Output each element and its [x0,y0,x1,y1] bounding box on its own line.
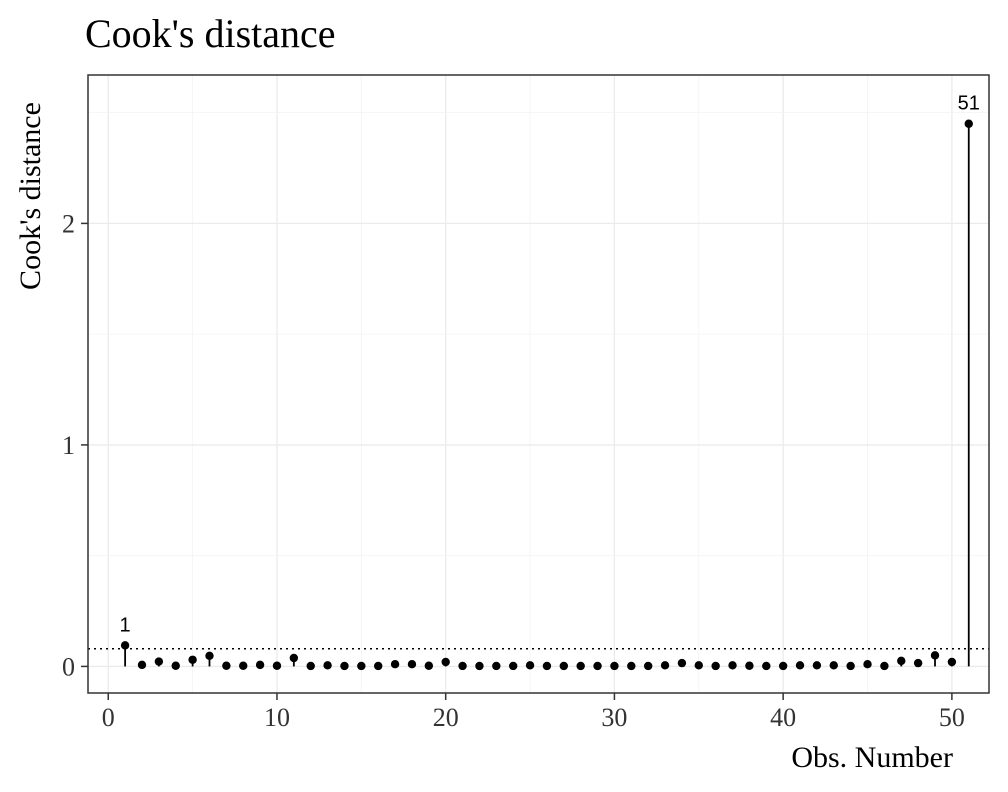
data-point [913,658,923,668]
data-point [508,661,518,671]
data-point [239,661,248,670]
data-point [593,661,602,671]
data-point [660,661,670,670]
data-point [610,661,619,671]
data-point [677,658,687,668]
data-point [492,661,501,671]
data-point [374,661,383,671]
data-point [778,661,788,671]
data-point [897,656,906,666]
plot-panel-border [87,74,990,694]
data-point [357,661,366,671]
x-tick-label: 30 [601,703,627,732]
data-point [222,661,231,670]
data-point [795,661,805,670]
y-tick-label: 1 [62,431,75,460]
data-point [289,653,299,663]
grid [88,75,989,693]
data-point [880,661,889,671]
data-point [188,655,197,664]
data-point [458,661,467,671]
data-point [390,660,400,669]
data-point [559,661,569,671]
data-point [762,661,771,671]
data-point [205,651,214,660]
data-point [930,651,940,660]
point-label: 1 [120,614,131,636]
x-tick-label: 0 [102,703,115,732]
y-tick-label: 0 [62,652,75,681]
data-point [728,661,737,670]
axis-ticks: 0 10 20 30 40 50 0 1 2 [62,209,965,732]
point-label: 51 [958,93,980,115]
data-point [171,661,180,670]
y-axis-label: Cook's distance [14,102,47,290]
data-point [694,661,703,670]
data-point [829,661,838,670]
data-point [542,661,552,671]
data-point [711,661,720,671]
x-tick-label: 50 [939,703,965,732]
data-point [323,661,332,670]
data-point [947,657,957,667]
data-point [576,661,585,671]
data-point [627,661,636,671]
data-point [525,661,535,670]
y-tick-label: 2 [62,209,75,238]
data-point [863,660,872,669]
chart-title: Cook's distance [85,11,336,56]
data-point [643,661,653,671]
x-axis-label: Obs. Number [791,741,953,774]
data-point [272,661,282,670]
data-point [120,641,130,650]
data-point [340,661,349,671]
data-point [255,660,265,670]
data-point [424,661,434,670]
point-labels: 1 51 [120,93,980,637]
x-tick-label: 20 [433,703,459,732]
x-tick-label: 40 [770,703,796,732]
data-point [154,657,164,666]
data-point [475,661,484,671]
data-point [964,119,973,128]
points [120,119,973,671]
data-point [306,661,315,671]
data-point [846,661,855,671]
data-point [745,661,754,670]
data-point [407,660,417,669]
stems [124,123,970,667]
data-point [137,660,147,670]
data-point [812,661,822,670]
x-tick-label: 10 [264,703,290,732]
data-point [441,657,450,667]
